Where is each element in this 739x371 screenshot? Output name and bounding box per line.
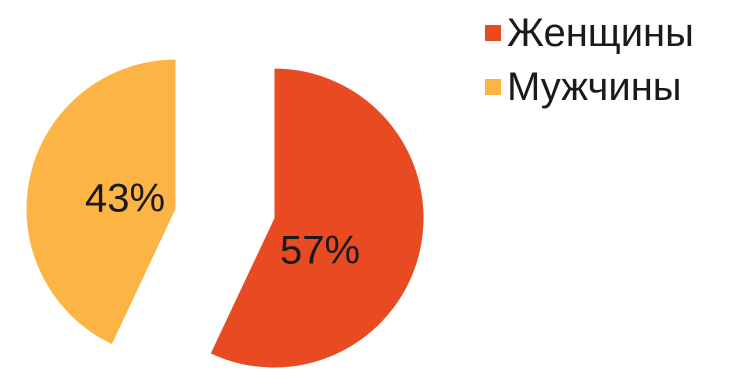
legend: Женщины Мужчины [485, 6, 694, 114]
slice-label-men: 43% [85, 177, 165, 221]
legend-label-men: Мужчины [507, 65, 682, 109]
slice-men [25, 58, 177, 346]
legend-swatch-men [485, 79, 501, 95]
slice-women [209, 67, 425, 369]
legend-item-men: Мужчины [485, 60, 694, 114]
slice-label-women: 57% [280, 229, 360, 273]
legend-label-women: Женщины [507, 11, 694, 55]
legend-swatch-women [485, 25, 501, 41]
legend-item-women: Женщины [485, 6, 694, 60]
